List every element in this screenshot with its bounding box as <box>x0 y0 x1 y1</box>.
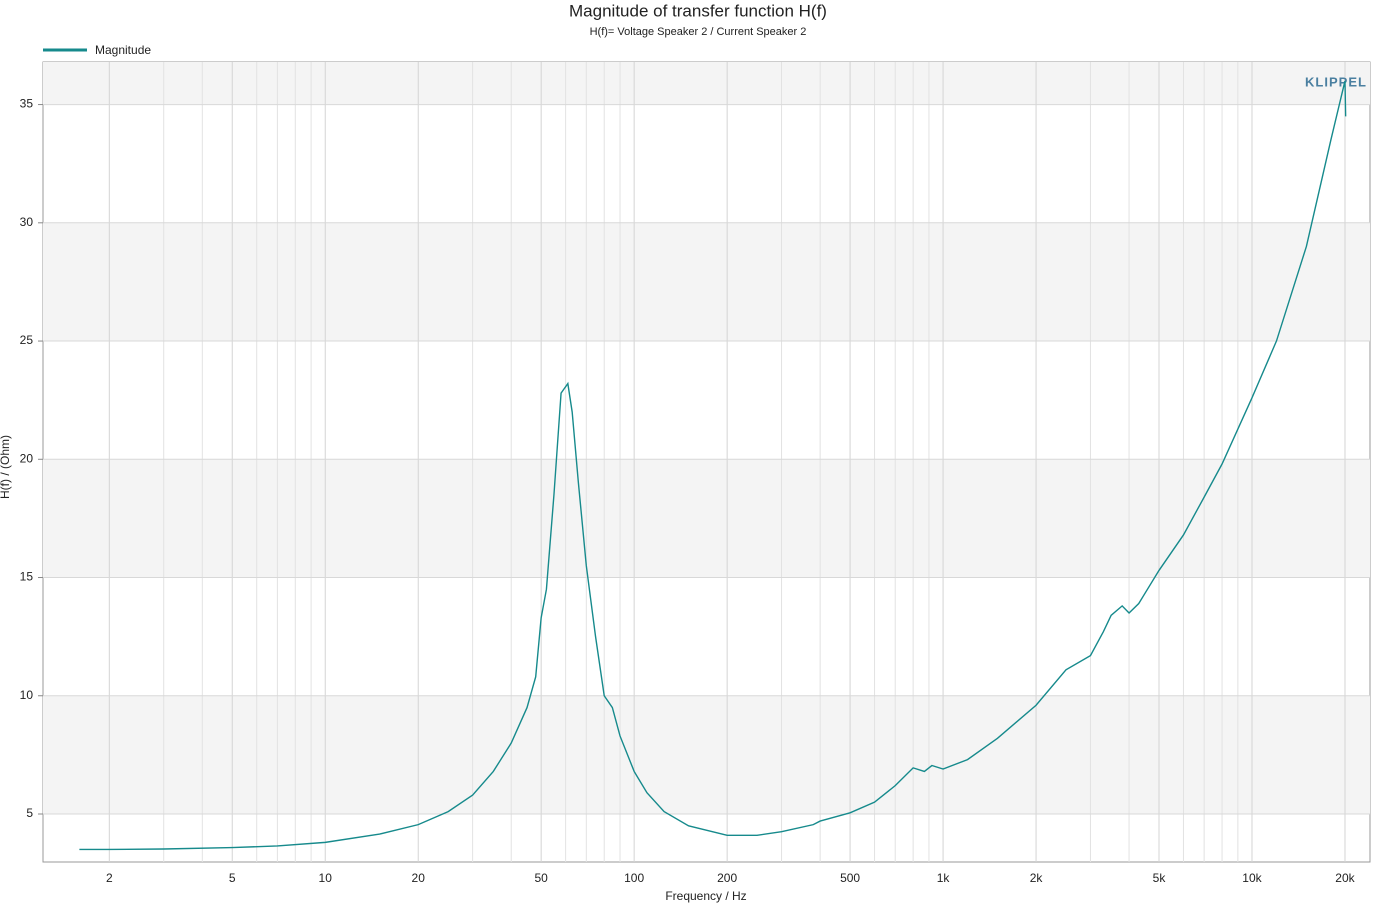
y-tick-label: 35 <box>20 97 34 111</box>
x-tick-label: 10 <box>319 871 333 885</box>
grid-band <box>43 222 1370 342</box>
x-tick-label: 20 <box>412 871 426 885</box>
y-tick-label: 20 <box>20 451 34 465</box>
line-series <box>79 80 1347 851</box>
x-tick-label: 10k <box>1242 871 1262 885</box>
y-tick-label: 25 <box>20 333 34 347</box>
y-tick-label: 15 <box>20 570 34 584</box>
legend-label: Magnitude <box>95 43 151 57</box>
x-tick-label: 100 <box>624 871 644 885</box>
grid-band <box>43 695 1370 814</box>
x-tick-label: 1k <box>937 871 951 885</box>
x-tick-label: 20k <box>1335 871 1355 885</box>
watermark: KLIPPEL <box>1305 74 1367 89</box>
chart-title: Magnitude of transfer function H(f) <box>569 1 827 20</box>
y-tick-label: 5 <box>26 806 33 820</box>
x-tick-label: 500 <box>840 871 860 885</box>
x-tick-label: 200 <box>717 871 737 885</box>
y-tick-label: 30 <box>20 215 34 229</box>
x-tick-label: 2 <box>106 871 113 885</box>
x-tick-label: 50 <box>534 871 548 885</box>
grid-band <box>43 62 1370 105</box>
x-axis-label: Frequency / Hz <box>665 889 746 903</box>
chart-subtitle: H(f)= Voltage Speaker 2 / Current Speake… <box>590 26 807 38</box>
x-tick-label: 2k <box>1030 871 1044 885</box>
grid-band <box>43 459 1370 578</box>
y-tick-label: 10 <box>20 688 34 702</box>
x-tick-label: 5k <box>1153 871 1167 885</box>
x-tick-label: 5 <box>229 871 236 885</box>
y-axis-label: H(f) / (Ohm) <box>0 435 12 499</box>
